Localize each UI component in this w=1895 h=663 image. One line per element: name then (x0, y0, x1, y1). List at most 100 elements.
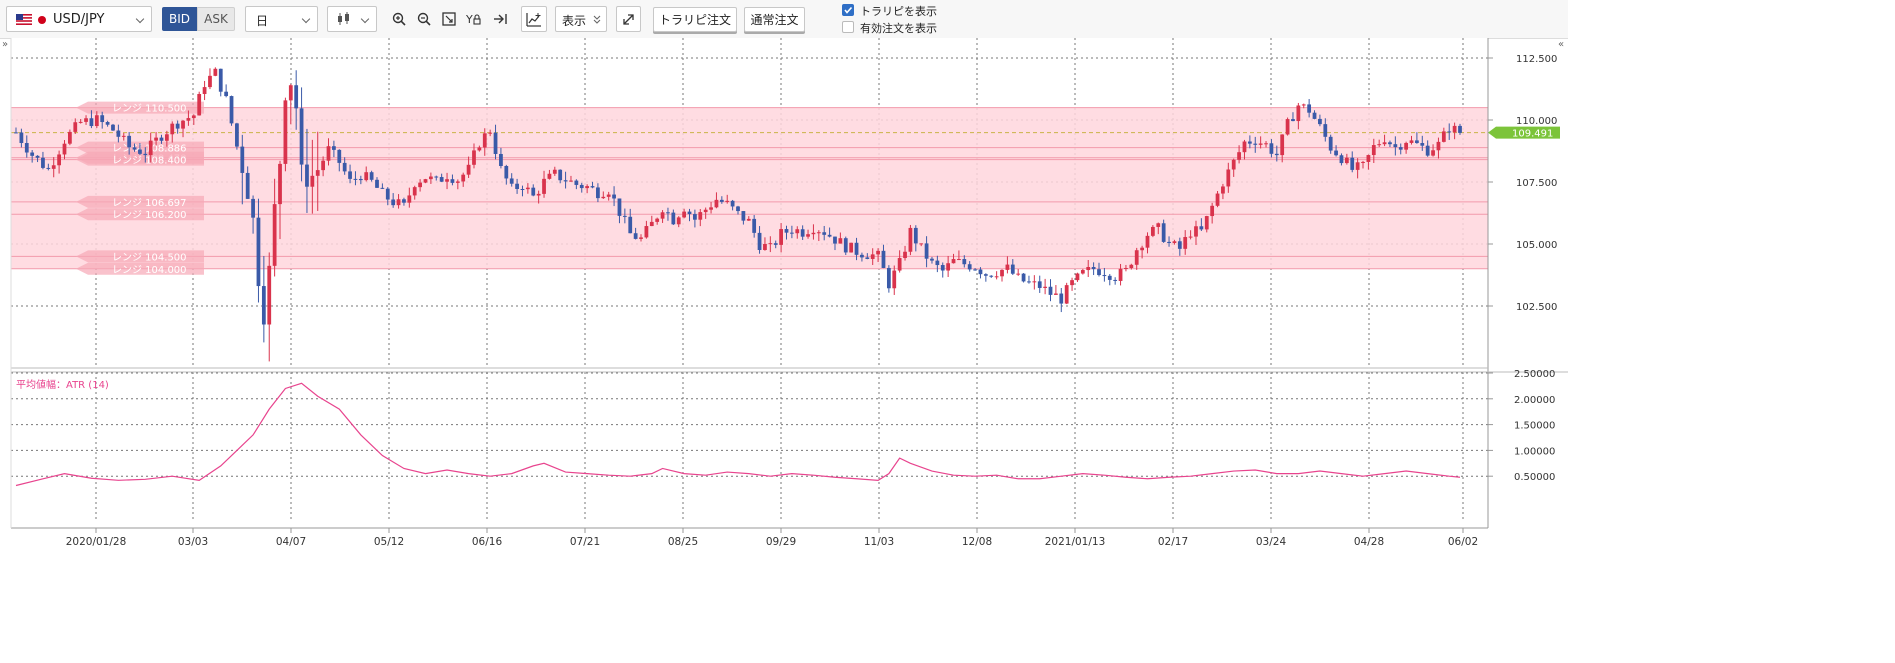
candle-body (375, 179, 379, 188)
atr-tick-label: 0.50000 (1514, 472, 1555, 483)
candle-body (294, 85, 299, 109)
timeframe-select[interactable]: 日 (245, 6, 318, 32)
candle-body (860, 254, 864, 258)
candle-body (676, 217, 681, 225)
candle-body (1156, 223, 1161, 227)
candle-body (617, 198, 622, 216)
range-label-text: レンジ 104.500 (112, 252, 187, 263)
date-tick-label: 11/03 (864, 536, 894, 548)
candle-body (358, 178, 363, 181)
candle-body (1032, 281, 1037, 283)
candle-body (143, 153, 148, 156)
date-tick-label: 03/03 (178, 536, 208, 548)
candle-body (779, 229, 783, 245)
candle-body (520, 188, 525, 190)
candle-body (1269, 143, 1274, 154)
jump-to-latest-icon[interactable] (489, 7, 511, 31)
candle-body (649, 221, 654, 227)
candle-body (924, 243, 929, 259)
candle-body (1328, 136, 1333, 151)
candle-body (89, 118, 94, 127)
candle-body (730, 200, 735, 207)
candle-body (267, 265, 272, 325)
candle-body (1307, 104, 1312, 113)
candle-body (1016, 273, 1021, 275)
candle-body (224, 91, 229, 97)
candle-body (1291, 119, 1295, 122)
date-tick-label: 2020/01/28 (66, 536, 127, 548)
candle-body (461, 174, 466, 182)
candle-body (940, 265, 945, 271)
candle-body (1129, 264, 1134, 269)
trailing-order-button[interactable]: トラリピ注文 (653, 7, 737, 32)
bid-button[interactable]: BID (162, 7, 197, 31)
range-label-text: レンジ 110.500 (112, 104, 187, 115)
candle-body (240, 146, 245, 173)
date-tick-label: 07/21 (570, 536, 600, 548)
show-active-orders-checkbox[interactable] (842, 21, 854, 33)
add-indicator-button[interactable] (521, 6, 547, 32)
candle-body (116, 130, 121, 137)
candle-body (121, 135, 126, 137)
candle-body (1161, 223, 1166, 242)
zoom-out-icon[interactable] (413, 7, 435, 31)
chevron-down-icon (301, 14, 311, 24)
atr-tick-label: 1.50000 (1514, 421, 1555, 432)
chevron-down-icon (360, 14, 370, 24)
candle-body (1393, 144, 1398, 148)
y-axis-lock-icon[interactable]: Y (463, 7, 485, 31)
candle-body (186, 118, 191, 121)
candle-body (757, 232, 762, 250)
candle-body (1280, 134, 1285, 156)
candle-body (348, 171, 352, 179)
candle-body (1404, 142, 1409, 150)
candle-body (552, 169, 557, 174)
candle-body (671, 212, 676, 225)
candle-body (1301, 104, 1306, 106)
candle-body (51, 165, 56, 169)
candle-body (19, 132, 24, 144)
candle-body (806, 234, 810, 237)
candle-body (364, 172, 369, 181)
ask-button[interactable]: ASK (197, 7, 235, 31)
date-tick-label: 05/12 (374, 536, 404, 548)
range-label-text: レンジ 108.400 (112, 156, 187, 167)
chart-type-select[interactable] (327, 6, 377, 32)
candle-body (525, 187, 530, 190)
candle-body (569, 180, 573, 182)
candle-body (1285, 119, 1290, 135)
display-menu-button[interactable]: 表示 (555, 6, 607, 32)
candle-body (251, 198, 255, 218)
right-collapse-icon[interactable]: « (1558, 39, 1564, 50)
price-tick-label: 105.000 (1516, 240, 1557, 251)
candle-body (1027, 281, 1031, 283)
left-collapse-icon[interactable]: » (2, 39, 8, 50)
candle-body (1048, 286, 1053, 295)
candle-body (655, 218, 660, 222)
candle-body (1091, 267, 1096, 270)
candle-body (989, 275, 994, 277)
candle-body (1258, 143, 1263, 145)
candle-body (1000, 269, 1004, 277)
candle-body (488, 132, 493, 134)
candle-body (719, 199, 724, 202)
candle-body (892, 270, 897, 289)
candle-body (504, 166, 509, 179)
candle-body (30, 152, 35, 156)
candle-body (763, 243, 767, 250)
normal-order-button[interactable]: 通常注文 (744, 7, 805, 32)
range-label-text: レンジ 106.200 (112, 210, 187, 221)
date-tick-label: 04/07 (276, 536, 306, 548)
candlestick-icon (338, 12, 349, 25)
candle-body (622, 215, 627, 217)
zoom-in-icon[interactable] (388, 7, 410, 31)
fullscreen-button[interactable] (616, 6, 641, 32)
candle-body (515, 183, 519, 189)
candle-body (1097, 269, 1101, 276)
show-trailing-checkbox[interactable] (842, 4, 854, 16)
symbol-selector[interactable]: USD/JPY (6, 6, 152, 32)
symbol-label: USD/JPY (53, 12, 105, 27)
fit-screen-icon[interactable] (438, 7, 460, 31)
